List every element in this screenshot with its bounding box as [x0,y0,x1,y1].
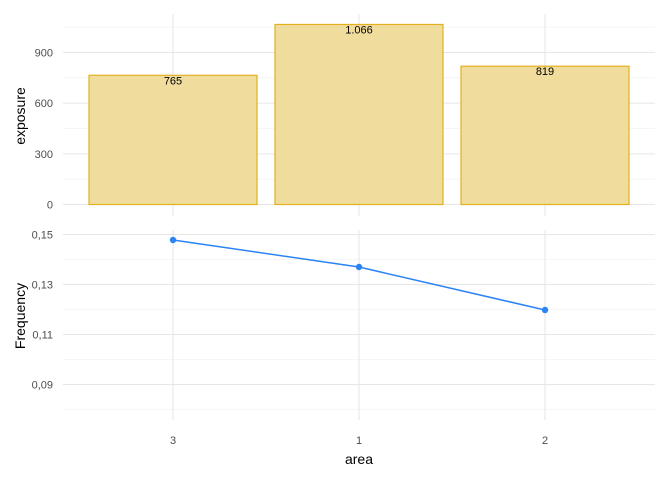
frequency-point [169,236,177,244]
frequency-point [355,263,363,271]
frequency-panel: 0,09 0,11 0,13 0,15 3 1 2 Frequency area [12,230,655,467]
exposure-y-tick-label: 600 [35,98,53,110]
exposure-bar [460,65,630,206]
exposure-y-tick-label: 300 [35,149,53,161]
frequency-gridlines [63,230,655,420]
area-axis-title: area [345,451,373,467]
frequency-y-tick-labels: 0,09 0,11 0,13 0,15 [32,230,53,392]
area-x-tick-label: 1 [356,435,362,447]
exposure-axis-title: exposure [12,87,28,145]
exposure-data-label: 765 [164,75,182,87]
exposure-data-labels: 765 1.066 819 [164,24,554,87]
exposure-y-tick-label: 900 [35,48,53,60]
frequency-y-tick-label: 0,09 [32,380,53,392]
exposure-data-label: 1.066 [345,24,373,36]
exposure-bar [88,74,258,206]
exposure-bars [88,23,630,206]
exposure-data-label: 819 [536,66,554,78]
area-x-tick-labels: 3 1 2 [170,435,548,447]
frequency-axis-title: Frequency [12,283,28,349]
exposure-y-tick-label: 0 [47,200,53,212]
exposure-bar [274,23,444,206]
frequency-point [541,306,549,314]
exposure-y-tick-labels: 0 300 600 900 [35,48,53,212]
frequency-y-tick-label: 0,11 [32,330,53,342]
area-x-tick-label: 2 [542,435,548,447]
frequency-line-series [169,236,549,314]
frequency-y-tick-label: 0,13 [32,280,53,292]
area-x-tick-label: 3 [170,435,176,447]
exposure-panel: 765 1.066 819 0 300 600 900 exposure [12,14,655,216]
frequency-y-tick-label: 0,15 [32,230,53,242]
